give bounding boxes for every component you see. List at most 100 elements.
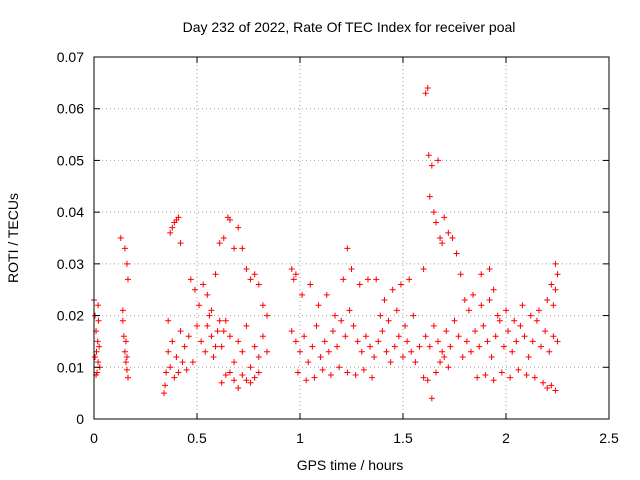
data-point — [449, 235, 456, 241]
data-point — [218, 343, 225, 350]
y-tick-label: 0.02 — [57, 308, 84, 324]
data-point — [435, 338, 442, 345]
data-point — [428, 162, 435, 169]
data-point — [169, 224, 176, 231]
data-point — [297, 348, 303, 355]
data-point — [428, 395, 435, 402]
data-point — [329, 328, 336, 335]
data-point — [342, 333, 349, 340]
data-point — [486, 266, 493, 273]
data-point — [187, 276, 194, 283]
data-point — [387, 359, 394, 366]
data-point — [385, 317, 392, 324]
data-point — [204, 322, 211, 329]
data-point — [334, 343, 341, 350]
data-point — [513, 338, 520, 345]
data-point — [183, 366, 190, 373]
data-point — [317, 353, 324, 360]
data-point — [319, 366, 326, 373]
data-point — [218, 379, 225, 386]
data-point — [410, 312, 417, 319]
data-point — [167, 364, 174, 371]
data-point — [251, 271, 258, 278]
data-point — [377, 312, 384, 319]
data-point — [348, 266, 355, 273]
data-point — [554, 271, 561, 278]
data-point — [482, 372, 489, 379]
data-point — [552, 260, 559, 267]
data-point — [185, 333, 192, 340]
data-points — [91, 85, 561, 402]
data-point — [299, 291, 306, 298]
data-point — [369, 374, 376, 381]
data-point — [445, 229, 452, 236]
data-point — [439, 348, 446, 355]
data-point — [231, 377, 238, 384]
data-point — [515, 366, 522, 373]
data-point — [474, 374, 481, 381]
data-point — [360, 366, 367, 373]
data-point — [467, 348, 474, 355]
data-point — [301, 333, 308, 340]
data-point — [461, 297, 468, 304]
data-point — [121, 245, 128, 252]
data-point — [247, 276, 254, 283]
data-point — [96, 343, 103, 350]
data-point — [165, 317, 172, 324]
x-axis-label: GPS time / hours — [297, 457, 404, 473]
data-point — [498, 369, 505, 376]
data-point — [239, 348, 246, 355]
data-point — [336, 364, 343, 371]
data-point — [243, 266, 250, 273]
data-point — [457, 271, 464, 278]
data-point — [400, 353, 406, 360]
data-point — [375, 338, 382, 345]
data-point — [383, 348, 390, 355]
data-point — [231, 359, 238, 366]
data-point — [525, 353, 532, 360]
data-point — [439, 240, 446, 247]
data-point — [503, 307, 509, 314]
data-point — [546, 348, 553, 355]
data-point — [395, 333, 402, 340]
data-point — [332, 312, 339, 319]
data-point — [492, 333, 499, 340]
data-point — [294, 369, 301, 376]
data-point — [552, 286, 559, 293]
data-point — [161, 390, 168, 397]
data-point — [435, 157, 442, 164]
data-point — [523, 372, 530, 379]
data-point — [292, 338, 299, 345]
data-point — [488, 353, 495, 360]
data-point — [94, 338, 101, 345]
data-point — [208, 307, 215, 314]
y-tick-label: 0.06 — [57, 101, 84, 117]
data-point — [117, 235, 124, 241]
data-point — [544, 384, 551, 391]
data-point — [325, 348, 332, 355]
data-point — [226, 369, 233, 376]
data-point — [169, 338, 176, 345]
data-point — [307, 281, 314, 288]
data-point — [505, 328, 512, 335]
data-point — [321, 338, 328, 345]
data-point — [459, 353, 466, 360]
data-point — [550, 302, 557, 309]
data-point — [463, 338, 470, 345]
data-point — [163, 369, 170, 376]
data-point — [243, 322, 250, 329]
data-point — [364, 276, 371, 283]
data-point — [94, 369, 101, 376]
data-point — [239, 372, 246, 379]
data-point — [191, 286, 198, 293]
data-point — [381, 297, 388, 304]
data-point — [311, 374, 318, 381]
data-point — [425, 152, 432, 159]
y-tick-label: 0.05 — [57, 152, 84, 168]
data-point — [243, 377, 250, 384]
data-point — [220, 328, 227, 335]
data-point — [171, 374, 178, 381]
data-point — [443, 328, 450, 335]
data-point — [231, 245, 238, 252]
